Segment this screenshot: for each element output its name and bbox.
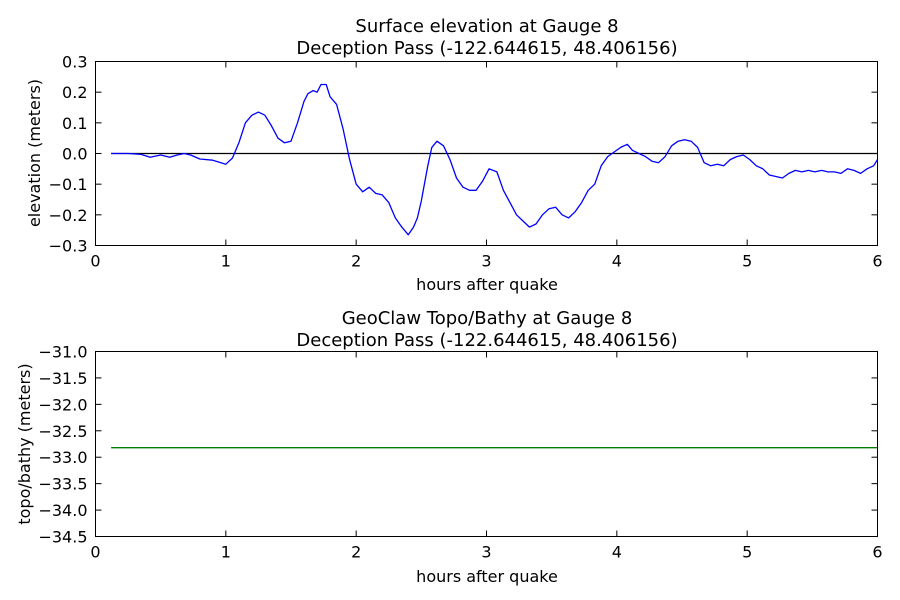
chart-subtitle: Deception Pass (-122.644615, 48.406156) <box>296 330 677 351</box>
y-tick-label: −0.2 <box>49 206 88 225</box>
plot-frame <box>95 351 878 537</box>
plot-marks <box>111 83 879 236</box>
y-tick-label: −32.0 <box>38 395 87 414</box>
x-tick-label: 5 <box>742 252 752 271</box>
x-tick-label: 1 <box>221 252 231 271</box>
x-tick-label: 4 <box>612 543 622 562</box>
y-tick-label: 0.1 <box>62 114 87 133</box>
x-tick-label: 3 <box>481 543 491 562</box>
y-tick-label: −33.0 <box>38 448 87 467</box>
y-tick-label: −32.5 <box>38 422 87 441</box>
y-tick-label: −33.5 <box>38 475 87 494</box>
axis-ticks: 0 1 2 3 4 5 6 −31.0 −31.5 −32.0 −32.5 −33.0 −33.5 −34… <box>38 343 882 562</box>
topo-bathy-chart: GeoClaw Topo/Bathy at Gauge 8 Deception … <box>15 308 883 586</box>
y-tick-label: −0.1 <box>49 175 88 194</box>
x-tick-label: 6 <box>872 543 882 562</box>
y-tick-label: −0.3 <box>49 237 88 256</box>
x-tick-label: 0 <box>90 543 100 562</box>
y-axis-label: elevation (meters) <box>25 79 44 227</box>
x-tick-label: 5 <box>742 543 752 562</box>
y-tick-label: 0.2 <box>62 83 87 102</box>
y-tick-label: −31.5 <box>38 369 87 388</box>
x-tick-label: 3 <box>481 252 491 271</box>
y-axis-label: topo/bathy (meters) <box>15 363 34 524</box>
y-tick-label: 0.0 <box>62 145 87 164</box>
x-tick-label: 0 <box>90 252 100 271</box>
x-axis-label: hours after quake <box>416 567 558 586</box>
axis-ticks: 0 1 2 3 4 5 6 0.3 0.2 0.1 0.0 −0.1 −0.2 −0.3 <box>49 53 883 271</box>
chart-title: GeoClaw Topo/Bathy at Gauge 8 <box>342 308 633 329</box>
chart-title: Surface elevation at Gauge 8 <box>355 16 618 37</box>
x-tick-label: 2 <box>351 543 361 562</box>
y-tick-label: −34.0 <box>38 501 87 520</box>
elevation-chart: Surface elevation at Gauge 8 Deception P… <box>25 16 883 294</box>
series-line <box>111 83 879 236</box>
y-tick-label: 0.3 <box>62 53 87 72</box>
x-tick-label: 4 <box>612 252 622 271</box>
plot-frame <box>95 61 878 246</box>
x-tick-label: 1 <box>221 543 231 562</box>
y-tick-label: −31.0 <box>38 343 87 362</box>
x-tick-label: 6 <box>872 252 882 271</box>
x-tick-label: 2 <box>351 252 361 271</box>
y-tick-label: −34.5 <box>38 528 87 547</box>
x-axis-label: hours after quake <box>416 275 558 294</box>
chart-subtitle: Deception Pass (-122.644615, 48.406156) <box>296 38 677 59</box>
